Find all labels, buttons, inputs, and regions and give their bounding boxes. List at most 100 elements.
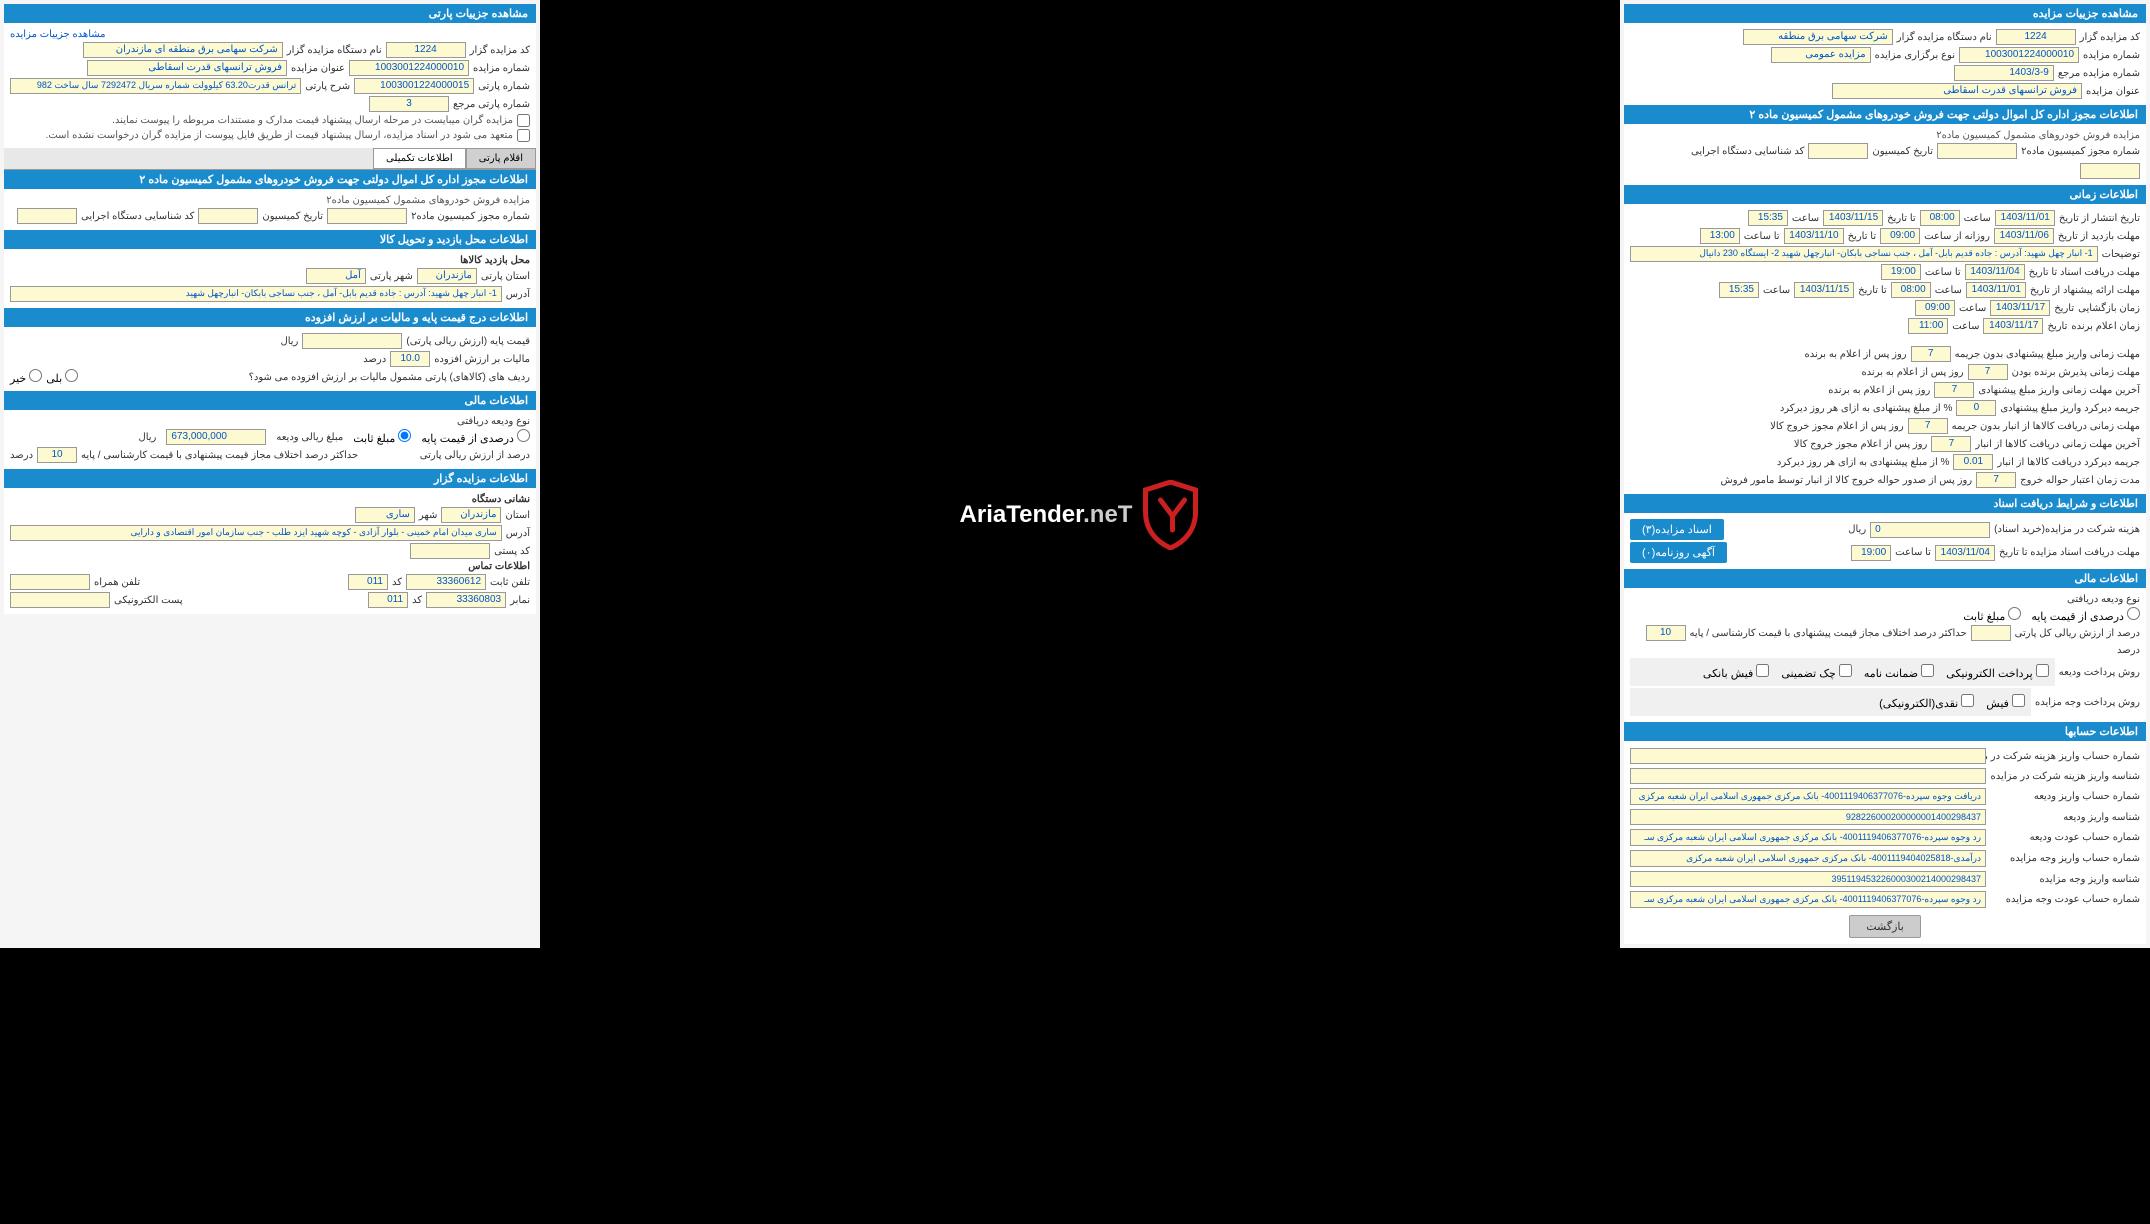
- section-price: اطلاعات درج قیمت پایه و مالیات بر ارزش ا…: [4, 308, 536, 327]
- f-gok: 7: [1908, 418, 1948, 434]
- f-acc: 7: [1968, 364, 2008, 380]
- f-lastp: 7: [1934, 382, 1974, 398]
- cb-ecash[interactable]: نقدی(الکترونیکی): [1879, 694, 1974, 710]
- ll-city2: شهر: [419, 510, 438, 521]
- field-m2num: [1937, 143, 2017, 159]
- l-gok: مهلت زمانی دریافت کالاها از انبار بدون ج…: [1952, 421, 2140, 432]
- field-type: مزایده عمومی: [1771, 47, 1871, 63]
- m2-note: مزایده فروش خودروهای مشمول کمیسیون ماده۲: [1936, 130, 2140, 141]
- ll-m2i: کد شناسایی دستگاه اجرایی: [81, 211, 194, 222]
- lf-depamt: 673,000,000: [166, 429, 266, 445]
- label-org: نام دستگاه مزایده گزار: [1897, 32, 1992, 43]
- l-apay: روش پرداخت وجه مزایده: [2035, 697, 2140, 708]
- lf-fcode: 011: [368, 592, 408, 608]
- lf-mobile: [10, 574, 90, 590]
- l-open: زمان بازگشایی: [2078, 303, 2140, 314]
- l-m2note: مزایده فروش خودروهای مشمول کمیسیون ماده۲: [326, 195, 530, 206]
- section-m2: اطلاعات مجوز اداره کل اموال دولتی جهت فر…: [1624, 105, 2146, 124]
- ll-phone: تلفن ثابت: [490, 577, 530, 588]
- l-pct: درصد: [2117, 645, 2140, 656]
- cb-cash[interactable]: فیش: [1986, 694, 2025, 710]
- field-num: 1003001224000010: [1959, 47, 2079, 63]
- ll-vat: مالیات بر ارزش افزوده: [434, 354, 530, 365]
- field-m2id: [2080, 163, 2140, 179]
- ll-maxdiff: حداکثر درصد اختلاف مجاز قیمت پیشنهادی با…: [81, 450, 358, 461]
- lf-prov2: مازندران: [441, 507, 501, 523]
- btn-back[interactable]: بازگشت: [1849, 915, 1921, 938]
- cb-bankslip[interactable]: فیش بانکی: [1703, 664, 1769, 680]
- l-wind: تاریخ: [2047, 321, 2067, 332]
- ll-pct: درصد: [10, 450, 33, 461]
- f-visit-to-h: 13:00: [1700, 228, 1740, 244]
- radio-fixed[interactable]: مبلغ ثابت: [1963, 607, 2021, 623]
- cb-guarantee[interactable]: ضمانت نامه: [1864, 664, 1934, 680]
- lf-fax: 33360803: [426, 592, 506, 608]
- f-visit-from: 1403/11/06: [1994, 228, 2054, 244]
- l-acc1: شماره حساب واریز هزینه شرکت در مزایده: [1990, 751, 2140, 762]
- l-desc: توضیحات: [2102, 249, 2140, 260]
- radio-percent-base[interactable]: درصدی از قیمت پایه: [2031, 607, 2140, 623]
- l-payd: مهلت زمانی واریز مبلغ پیشنهادی بدون جریم…: [1955, 349, 2140, 360]
- note1: مزایده گران میبایست در مرحله ارسال پیشنه…: [112, 115, 513, 126]
- cb-cheque[interactable]: چک تضمینی: [1781, 664, 1852, 680]
- l-winh: ساعت: [1952, 321, 1979, 332]
- link-view-auction[interactable]: مشاهده جزییات مزایده: [10, 29, 106, 40]
- label-code: کد مزایده گزار: [2080, 32, 2140, 43]
- l-vto: تا تاریخ: [1848, 231, 1877, 242]
- cb-epay[interactable]: پرداخت الکترونیکی: [1946, 664, 2049, 680]
- l-acc2: شناسه واریز هزینه شرکت در مزایده: [1990, 771, 2140, 782]
- radio-yes[interactable]: بلی: [46, 369, 78, 385]
- l-exit2: روز پس از اعلام مجوز خروج کالا: [1794, 439, 1928, 450]
- l-h: ساعت: [1964, 213, 1991, 224]
- l-after2: روز پس از اعلام به برنده: [1861, 367, 1963, 378]
- l-after: روز پس از اعلام به برنده: [1804, 349, 1906, 360]
- l-oto: تا تاریخ: [1858, 285, 1887, 296]
- l-glast: آخرین مهلت زمانی دریافت کالاها از انبار: [1975, 439, 2140, 450]
- l-offer: مهلت ارائه پیشنهاد از تاریخ: [2030, 285, 2140, 296]
- field-m2date: [1808, 143, 1868, 159]
- f-pcost: 0: [1870, 522, 1990, 538]
- l-daily: روزانه از ساعت: [1924, 231, 1990, 242]
- btn-newspaper[interactable]: آگهی روزنامه(۰): [1630, 542, 1727, 563]
- radio-no[interactable]: خیر: [10, 369, 42, 385]
- ll-fax: نمابر: [510, 595, 530, 606]
- ll-prov: استان پارتی: [481, 271, 530, 282]
- section-l-m2: اطلاعات مجوز اداره کل اموال دولتی جهت فر…: [4, 170, 536, 189]
- field-title: فروش ترانسهای قدرت اسقاطی: [1832, 83, 2082, 99]
- btn-docs[interactable]: اسناد مزایده(۳): [1630, 519, 1724, 540]
- ll-addr2: آدرس: [506, 528, 530, 539]
- f-pct-total: [1971, 625, 2011, 641]
- f-docd: 1403/11/04: [1965, 264, 2025, 280]
- l-opend: تاریخ: [2054, 303, 2074, 314]
- ll-title: عنوان مزایده: [291, 63, 345, 74]
- lf-ref: 3: [369, 96, 449, 112]
- lf-m2n: [327, 208, 407, 224]
- f-acc3: دریافت وجوه سپرده-4001119406377076- بانک…: [1630, 788, 1986, 805]
- f-pub-to: 1403/11/15: [1823, 210, 1883, 226]
- lf-city2: ساری: [355, 507, 415, 523]
- lf-prov: مازندران: [417, 268, 477, 284]
- tab-items[interactable]: اقلام پارتی: [466, 148, 536, 169]
- ll-vpct: درصد: [363, 354, 386, 365]
- lf-title: فروش ترانسهای قدرت اسقاطی: [87, 60, 287, 76]
- f-visit-to: 1403/11/10: [1784, 228, 1844, 244]
- f-acc8: رد وجوه سپرده-4001119406377076- بانک مرک…: [1630, 891, 1986, 908]
- l-docdh: تا ساعت: [1925, 267, 1961, 278]
- ll-pdesc: شرح پارتی: [305, 81, 350, 92]
- cb-note1[interactable]: [517, 114, 530, 127]
- lf-pcode: 011: [348, 574, 388, 590]
- label-ref: شماره مزایده مرجع: [2058, 68, 2140, 79]
- l-rial: ریال: [1848, 524, 1866, 535]
- f-visit-from-h: 09:00: [1880, 228, 1920, 244]
- field-org: شرکت سهامی برق منطقه: [1743, 29, 1893, 45]
- l-win: زمان اعلام برنده: [2071, 321, 2140, 332]
- l-radio-percent-base[interactable]: درصدی از قیمت پایه: [421, 429, 530, 445]
- ll-depamt: مبلغ ریالی ودیعه: [276, 432, 343, 443]
- tab-extra[interactable]: اطلاعات تکمیلی: [373, 148, 466, 169]
- cb-note2[interactable]: [517, 129, 530, 142]
- note2: متعهد می شود در اسناد مزایده، ارسال پیشن…: [46, 130, 513, 141]
- ll-prov2: استان: [505, 510, 530, 521]
- l-radio-fixed[interactable]: مبلغ ثابت: [353, 429, 411, 445]
- l-acc4: شناسه واریز ودیعه: [1990, 812, 2140, 823]
- ll-orgaddr: نشانی دستگاه: [472, 494, 530, 505]
